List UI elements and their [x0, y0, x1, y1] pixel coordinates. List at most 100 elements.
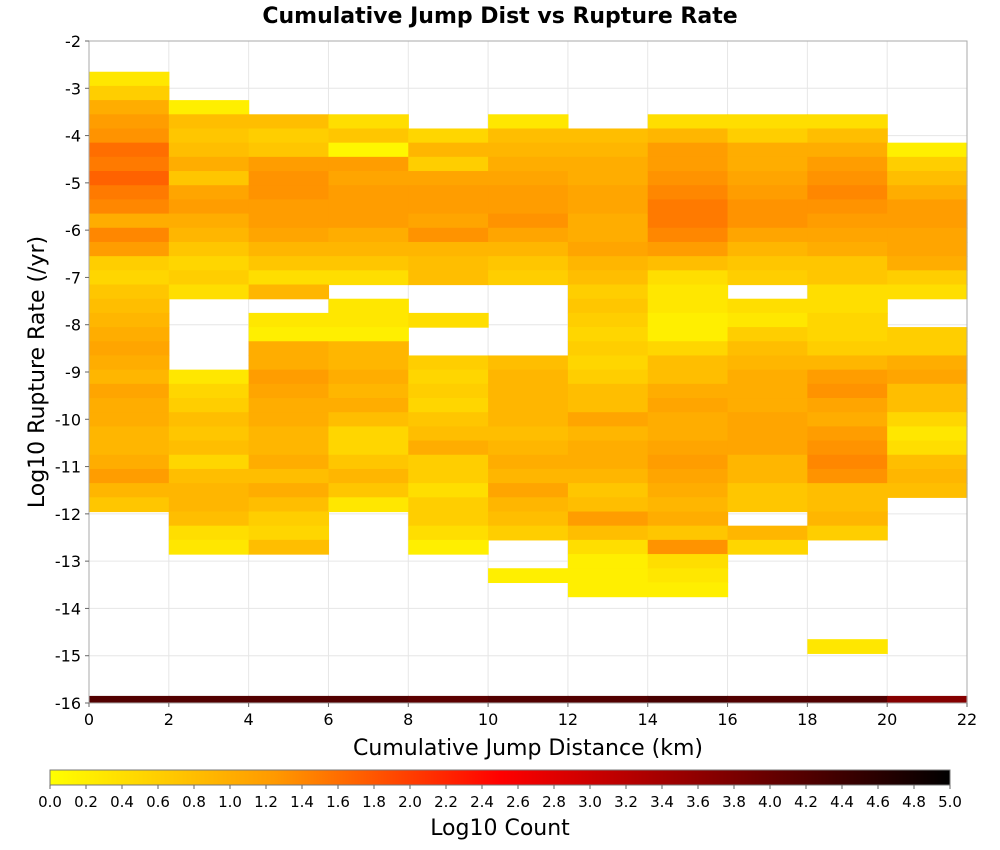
heatmap-cell: [647, 341, 729, 357]
y-tick-label: -12: [55, 505, 81, 524]
heatmap-cell: [168, 213, 250, 229]
heatmap-cell: [168, 171, 250, 186]
heatmap-cell: [168, 468, 250, 484]
y-tick-label: -4: [65, 127, 81, 146]
heatmap-cell: [887, 142, 968, 158]
heatmap-cell: [488, 199, 569, 215]
heatmap-cell: [408, 539, 489, 555]
heatmap-cell: [887, 241, 968, 257]
colorbar-ticks: 0.0 0.2 0.4 0.6 0.8 1.0 1.2 1.4 1.6 1.8 2.0 2.2 2.4 2…: [38, 785, 962, 811]
heatmap-cell: [488, 369, 569, 385]
heatmap-cell: [328, 497, 409, 513]
heatmap-cell: [488, 412, 569, 427]
x-axis-ticks: 0 2 4 6 8 10 12 14 16 18 20 22: [84, 703, 977, 729]
x-tick-label: 10: [478, 710, 498, 729]
heatmap-cell: [567, 412, 649, 427]
colorbar-tick-label: 4.6: [866, 793, 890, 811]
x-tick-label: 20: [877, 710, 897, 729]
heatmap-cell: [168, 369, 250, 385]
heatmap-cell: [727, 241, 808, 257]
heatmap-cell: [488, 270, 569, 286]
heatmap-cell: [89, 213, 170, 229]
heatmap-cell: [328, 114, 409, 130]
heatmap-cell: [488, 355, 569, 371]
x-tick-label: 18: [797, 710, 817, 729]
heatmap-cell: [89, 398, 170, 413]
heatmap-cell: [89, 327, 170, 342]
heatmap-cell: [807, 284, 888, 300]
heatmap-cell: [887, 355, 968, 371]
heatmap-cell: [408, 483, 489, 498]
heatmap-cell: [807, 454, 888, 470]
heatmap-cell: [328, 355, 409, 371]
heatmap-cell: [89, 85, 170, 101]
heatmap-cell: [168, 497, 250, 513]
y-tick-label: -16: [55, 694, 81, 713]
heatmap-cell: [488, 256, 569, 271]
y-tick-label: -5: [65, 174, 81, 193]
heatmap-cell: [807, 440, 888, 456]
heatmap-cell: [647, 398, 729, 413]
heatmap-cell: [647, 511, 729, 527]
x-tick-label: 0: [84, 710, 94, 729]
heatmap-cell: [408, 199, 489, 215]
heatmap-cell: [89, 483, 170, 498]
heatmap-cell: [328, 468, 409, 484]
heatmap-cell: [248, 270, 330, 286]
heatmap-cell: [887, 156, 968, 172]
heatmap-cell: [248, 483, 330, 498]
heatmap-cell: [248, 369, 330, 385]
heatmap-cell: [807, 483, 888, 498]
heatmap-cell: [887, 468, 968, 484]
colorbar-tick-label: 2.0: [398, 793, 422, 811]
heatmap-cell: [807, 114, 888, 130]
heatmap-cell: [89, 355, 170, 371]
heatmap-cell: [248, 327, 330, 342]
heatmap-cell: [807, 298, 888, 314]
colorbar-tick-label: 3.4: [650, 793, 674, 811]
heatmap-cell: [488, 483, 569, 498]
heatmap-cell: [89, 440, 170, 456]
colorbar-tick-label: 2.2: [434, 793, 458, 811]
heatmap-cell: [807, 398, 888, 413]
heatmap-cell: [408, 511, 489, 527]
heatmap-cell: [647, 412, 729, 427]
heatmap-cell: [887, 369, 968, 385]
heatmap-cell: [727, 213, 808, 229]
heatmap-cell: [567, 199, 649, 215]
heatmap-cell: [887, 454, 968, 470]
heatmap-cell: [727, 199, 808, 215]
heatmap-cell: [567, 171, 649, 186]
heatmap-cell: [727, 695, 808, 703]
heatmap-cell: [89, 142, 170, 158]
x-tick-label: 14: [638, 710, 658, 729]
heatmap-cell: [727, 468, 808, 484]
heatmap-cell: [567, 369, 649, 385]
heatmap-cell: [647, 454, 729, 470]
colorbar-tick-label: 0.8: [182, 793, 206, 811]
heatmap-cell: [328, 412, 409, 427]
heatmap-cell: [89, 284, 170, 300]
heatmap-cell: [248, 511, 330, 527]
heatmap-cell: [647, 383, 729, 399]
colorbar-tick-label: 2.6: [506, 793, 530, 811]
heatmap-cell: [887, 440, 968, 456]
heatmap-cell: [488, 383, 569, 399]
heatmap-cell: [727, 128, 808, 144]
heatmap-cell: [567, 156, 649, 172]
heatmap-cell: [567, 497, 649, 513]
heatmap-cell: [807, 128, 888, 144]
heatmap-cell: [647, 525, 729, 541]
heatmap-cell: [647, 539, 729, 555]
heatmap-cell: [328, 695, 409, 703]
colorbar-tick-label: 5.0: [938, 793, 962, 811]
heatmap-cell: [89, 100, 170, 115]
heatmap-cell: [248, 412, 330, 427]
heatmap-cell: [488, 454, 569, 470]
heatmap-cell: [248, 199, 330, 215]
heatmap-cell: [89, 199, 170, 215]
heatmap-cell: [408, 695, 489, 703]
heatmap-cell: [408, 312, 489, 328]
y-tick-label: -13: [55, 552, 81, 571]
heatmap-cell: [488, 525, 569, 541]
